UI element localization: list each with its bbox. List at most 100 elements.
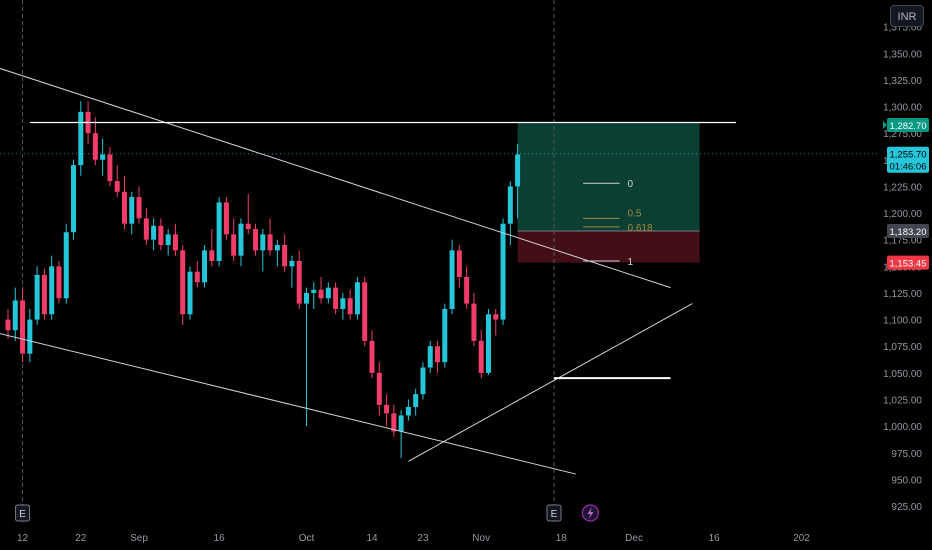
candle [420, 362, 426, 400]
candle-body [56, 266, 62, 299]
candle [493, 308, 499, 336]
candle-body [49, 266, 55, 315]
price-tick-label: 1,100.00 [883, 316, 922, 327]
candle-body [100, 154, 106, 160]
candle [318, 276, 324, 304]
candle [180, 245, 186, 325]
candle [384, 394, 390, 427]
price-tick-label: 1,300.00 [883, 103, 922, 114]
candle-body [485, 314, 491, 373]
candle [449, 239, 455, 315]
candle [78, 101, 84, 176]
price-badge-label: 1,282.70 [890, 121, 927, 132]
price-badge-label: 1,255.70 [890, 150, 927, 161]
candle-body [151, 225, 157, 240]
countdown-label: 01:46:06 [890, 162, 927, 173]
trendline [0, 333, 576, 475]
candle-body [238, 223, 244, 256]
candle-body [136, 197, 142, 219]
candle [282, 234, 288, 272]
candle [49, 255, 55, 320]
earnings-marker-label: E [551, 509, 558, 520]
candle-body [245, 223, 251, 230]
candle [129, 191, 135, 235]
candle-body [187, 271, 193, 315]
drawings [0, 67, 736, 475]
candle-body [325, 287, 331, 299]
candle-body [478, 340, 484, 373]
candle-body [114, 181, 120, 192]
target-zone [517, 122, 700, 231]
price-badge [887, 223, 929, 238]
candle-body [427, 346, 433, 368]
candle-body [289, 261, 295, 267]
trendline [408, 303, 693, 462]
fib-retracement: 0 0.5 0.618 1 [583, 179, 653, 268]
candle-body [231, 234, 237, 256]
candle [63, 223, 69, 304]
candle [325, 282, 331, 304]
candle [471, 292, 477, 347]
candle-body [333, 287, 339, 309]
lightning-glyph [587, 507, 594, 519]
candle [172, 223, 178, 256]
fib-level-label: 0 [628, 179, 634, 190]
earnings-marker-label: E [19, 509, 26, 520]
candle [92, 117, 98, 166]
time-tick-label: Nov [472, 533, 490, 544]
candle [158, 218, 164, 251]
price-tick-label: 1,000.00 [883, 422, 922, 433]
price-badge-label: 1,183.20 [890, 227, 927, 238]
candle [151, 218, 157, 251]
candle [260, 229, 266, 272]
time-tick-label: Oct [299, 533, 315, 544]
candle-body [223, 202, 229, 235]
candle-body [456, 250, 462, 277]
candle [267, 218, 273, 256]
time-axis[interactable]: 12 22 Sep 16 Oct 14 23 Nov 18 Dec 16 202 [17, 533, 810, 544]
candle [391, 404, 397, 437]
candle [289, 255, 295, 288]
candle [427, 340, 433, 373]
candle-body [500, 223, 506, 320]
candle [485, 308, 491, 375]
currency-button[interactable]: INR [890, 5, 924, 27]
candle [456, 245, 462, 288]
candle-body [413, 394, 419, 407]
candle-body [172, 234, 178, 251]
candle-body [5, 319, 11, 331]
time-tick-label: 18 [556, 533, 568, 544]
candle-body [121, 191, 127, 224]
trendline [0, 67, 671, 289]
candle-body [420, 367, 426, 395]
candle [405, 399, 411, 421]
candle [354, 276, 360, 320]
candle-body [515, 154, 521, 187]
candle-body [202, 250, 208, 283]
candle-body [464, 276, 470, 304]
candle [71, 159, 77, 240]
candle [187, 266, 193, 320]
candle [238, 218, 244, 267]
price-tick-label: 1,025.00 [883, 395, 922, 406]
candle [12, 287, 18, 341]
candle [107, 147, 113, 187]
candle [253, 223, 259, 256]
time-tick-label: 23 [417, 533, 429, 544]
candle [500, 218, 506, 325]
position-zones [517, 122, 700, 263]
time-tick-label: 12 [17, 533, 29, 544]
candle-body [347, 298, 353, 315]
candle-body [311, 289, 317, 293]
candle-body [442, 308, 448, 363]
candle [202, 245, 208, 288]
time-tick-label: Dec [625, 533, 643, 544]
candle-body [180, 250, 186, 315]
candle-body [143, 218, 149, 240]
candle-body [129, 197, 135, 224]
candle [507, 181, 513, 246]
candle [398, 410, 404, 459]
